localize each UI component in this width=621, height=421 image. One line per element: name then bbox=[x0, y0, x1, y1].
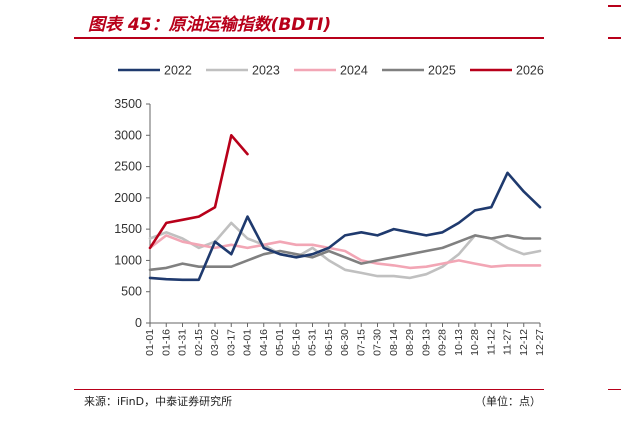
title-rule bbox=[74, 37, 544, 39]
x-tick-label: 11-12 bbox=[485, 329, 497, 355]
y-tick-label: 500 bbox=[121, 285, 142, 299]
x-tick-label: 09-13 bbox=[420, 329, 432, 356]
x-tick-label: 05-01 bbox=[274, 329, 286, 356]
y-tick-label: 0 bbox=[135, 316, 142, 330]
x-tick-label: 12-27 bbox=[534, 329, 546, 356]
x-tick-label: 07-30 bbox=[372, 329, 384, 356]
x-tick-label: 05-16 bbox=[290, 329, 302, 356]
x-tick-label: 03-02 bbox=[209, 329, 221, 356]
y-tick-label: 1000 bbox=[114, 253, 142, 267]
legend-label-2026: 2026 bbox=[516, 64, 544, 78]
y-tick-label: 2500 bbox=[114, 160, 142, 174]
series-line-2024 bbox=[148, 234, 542, 270]
x-tick-label: 06-15 bbox=[323, 329, 335, 356]
chart-title: 图表 45：原油运输指数(BDTI) bbox=[88, 15, 332, 35]
x-tick-label: 04-16 bbox=[258, 329, 270, 356]
x-tick-label: 06-30 bbox=[339, 329, 351, 356]
x-tick-label: 05-31 bbox=[307, 329, 319, 356]
footer-rule bbox=[74, 389, 544, 390]
series-layer bbox=[148, 134, 542, 282]
legend-label-2024: 2024 bbox=[340, 64, 368, 78]
series-line-2025 bbox=[148, 234, 542, 272]
x-tick-label: 09-28 bbox=[437, 329, 449, 356]
series-line-2022 bbox=[148, 171, 542, 282]
legend-label-2023: 2023 bbox=[252, 64, 280, 78]
adjacent-panel-rule-title bbox=[608, 37, 621, 39]
x-tick-label: 10-28 bbox=[469, 329, 481, 356]
x-tick-label: 12-12 bbox=[518, 329, 530, 356]
unit-note: （单位：点） bbox=[475, 395, 541, 408]
legend-label-2025: 2025 bbox=[428, 64, 456, 78]
adjacent-panel-rule-top bbox=[608, 5, 621, 7]
series-line-2026 bbox=[148, 134, 249, 250]
legend-label-2022: 2022 bbox=[164, 64, 192, 78]
x-tick-label: 08-29 bbox=[404, 329, 416, 356]
x-tick-label: 03-17 bbox=[225, 329, 237, 356]
x-tick-label: 08-14 bbox=[388, 329, 400, 356]
y-axis: 0 500 1000 1500 2000 2500 3000 3500 bbox=[114, 97, 151, 330]
x-axis: 01-01 01-16 01-31 02-15 03-02 03-17 04-01 04-16… bbox=[144, 322, 546, 356]
source-note: 来源：iFinD，中泰证券研究所 bbox=[84, 395, 233, 408]
x-tick-label: 07-15 bbox=[355, 329, 367, 356]
x-tick-label: 10-13 bbox=[453, 329, 465, 356]
adjacent-panel-footer-rule bbox=[608, 389, 621, 390]
x-tick-label: 01-16 bbox=[160, 329, 172, 356]
x-tick-label: 04-01 bbox=[242, 329, 254, 356]
x-tick-label: 11-27 bbox=[502, 329, 514, 355]
x-tick-label: 01-01 bbox=[144, 329, 156, 356]
y-tick-label: 2000 bbox=[114, 191, 142, 205]
x-tick-label: 01-31 bbox=[177, 329, 189, 356]
y-tick-label: 3000 bbox=[114, 128, 142, 142]
x-tick-label: 02-15 bbox=[193, 329, 205, 356]
y-tick-label: 1500 bbox=[114, 222, 142, 236]
y-tick-label: 3500 bbox=[114, 97, 142, 111]
chart-legend: 2022 2023 2024 2025 2026 bbox=[118, 64, 544, 78]
